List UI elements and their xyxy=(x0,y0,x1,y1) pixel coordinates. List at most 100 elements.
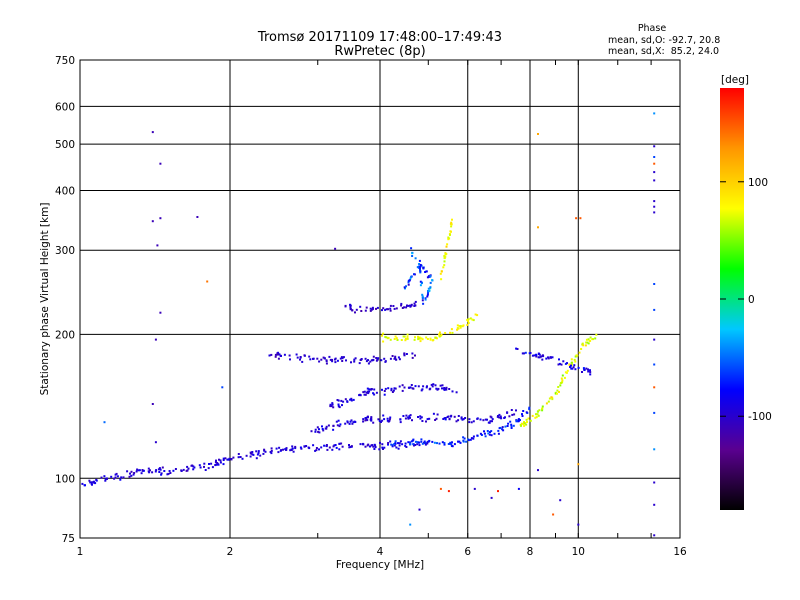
data-point xyxy=(522,410,525,412)
data-point xyxy=(180,470,183,472)
data-point xyxy=(483,432,486,435)
data-point xyxy=(384,387,387,390)
data-point xyxy=(443,417,446,420)
data-point xyxy=(428,417,431,420)
data-point xyxy=(557,386,560,388)
data-point xyxy=(353,420,356,423)
data-point xyxy=(340,399,343,402)
data-point xyxy=(147,467,150,470)
data-point xyxy=(133,472,136,474)
y-tick-label: 750 xyxy=(55,55,75,67)
data-point xyxy=(501,428,504,431)
data-point xyxy=(312,357,314,360)
data-point xyxy=(222,463,225,466)
data-point xyxy=(407,283,410,286)
data-point xyxy=(582,344,585,347)
data-point xyxy=(367,392,370,395)
data-point xyxy=(371,306,374,309)
data-point xyxy=(439,384,442,387)
data-point xyxy=(158,471,161,473)
data-point xyxy=(373,448,376,450)
data-point xyxy=(419,264,422,266)
data-point xyxy=(589,373,592,376)
data-point xyxy=(81,482,84,485)
data-point xyxy=(329,358,332,361)
data-point xyxy=(185,469,188,472)
data-point xyxy=(394,442,397,445)
data-point xyxy=(388,418,391,421)
data-point xyxy=(309,358,312,361)
data-point xyxy=(426,442,429,445)
data-point xyxy=(88,479,91,482)
data-point xyxy=(413,305,416,307)
data-point xyxy=(257,451,260,454)
data-point xyxy=(142,469,145,472)
data-point xyxy=(404,444,407,447)
data-point xyxy=(418,444,421,447)
data-point xyxy=(463,437,466,440)
data-point xyxy=(523,424,526,427)
data-point xyxy=(375,391,378,394)
data-point xyxy=(420,337,423,340)
data-point xyxy=(467,322,470,324)
data-point xyxy=(434,419,437,421)
data-point xyxy=(331,358,333,361)
data-point xyxy=(423,441,425,444)
data-point xyxy=(517,418,520,421)
data-point xyxy=(393,307,396,310)
data-point xyxy=(369,445,371,448)
data-point xyxy=(398,358,401,361)
data-point xyxy=(418,508,421,511)
data-point xyxy=(405,414,408,417)
data-point xyxy=(389,357,392,360)
data-point xyxy=(439,272,442,275)
data-point xyxy=(573,358,576,361)
data-point xyxy=(577,463,580,466)
data-point xyxy=(315,447,318,449)
data-point xyxy=(215,463,218,466)
data-point xyxy=(409,386,412,389)
data-point xyxy=(187,467,190,470)
data-point xyxy=(556,392,558,395)
data-point xyxy=(192,465,195,468)
data-point xyxy=(338,448,341,451)
data-point xyxy=(147,470,150,473)
data-point xyxy=(199,466,202,469)
data-point xyxy=(363,390,366,393)
data-point xyxy=(84,484,86,487)
data-point xyxy=(395,337,398,340)
data-point xyxy=(314,430,317,433)
data-point xyxy=(365,417,368,420)
data-point xyxy=(310,430,313,433)
data-point xyxy=(428,439,431,442)
data-point xyxy=(370,359,373,362)
data-point xyxy=(339,357,342,360)
data-point xyxy=(383,418,386,421)
data-point xyxy=(230,458,233,461)
data-point xyxy=(401,384,404,387)
data-point xyxy=(161,466,164,469)
data-point xyxy=(449,442,452,445)
data-point xyxy=(372,445,375,448)
data-point xyxy=(419,265,422,268)
data-point xyxy=(380,359,383,362)
data-point xyxy=(329,403,332,406)
data-point xyxy=(135,470,138,473)
data-point xyxy=(92,481,95,483)
data-point xyxy=(140,472,143,475)
data-point xyxy=(589,336,592,339)
y-tick-label: 500 xyxy=(55,139,75,151)
data-point xyxy=(420,389,423,392)
data-point xyxy=(404,339,407,342)
data-point xyxy=(210,462,213,465)
data-point xyxy=(431,339,434,342)
data-point xyxy=(653,205,656,208)
data-point xyxy=(359,443,362,446)
data-point xyxy=(425,386,428,389)
data-point xyxy=(411,252,414,255)
data-point xyxy=(577,366,580,369)
data-point xyxy=(411,255,414,257)
data-point xyxy=(342,356,345,359)
data-point xyxy=(389,338,392,341)
data-point xyxy=(521,415,524,417)
